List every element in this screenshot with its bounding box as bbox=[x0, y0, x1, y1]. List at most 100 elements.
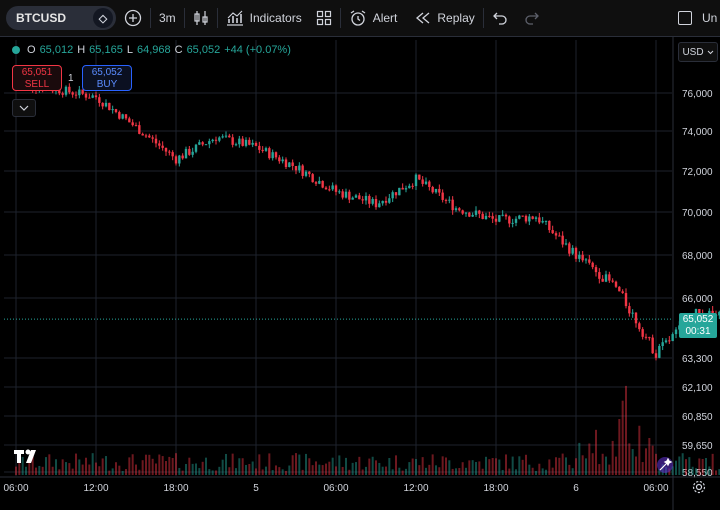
candle-body bbox=[658, 346, 661, 358]
candle-body bbox=[141, 133, 144, 136]
volume-bar bbox=[18, 455, 21, 475]
unlock-button[interactable]: Un bbox=[678, 0, 717, 36]
interval-button[interactable]: 3m bbox=[159, 0, 176, 36]
volume-bar bbox=[551, 467, 554, 475]
candle-body bbox=[121, 114, 124, 119]
undo-button[interactable] bbox=[492, 0, 508, 36]
volume-bar bbox=[421, 457, 424, 475]
volume-bar bbox=[555, 457, 557, 475]
magic-wand-icon[interactable] bbox=[655, 456, 675, 474]
candle-body bbox=[671, 334, 674, 342]
last-price-tag: 65,052 00:31 bbox=[679, 313, 717, 338]
volume-bar bbox=[71, 468, 74, 475]
symbol-search-button[interactable]: BTCUSD ◇ bbox=[6, 6, 116, 30]
candle-body bbox=[151, 137, 154, 139]
candle-body bbox=[571, 247, 574, 254]
volume-bar bbox=[691, 466, 694, 475]
candle-body bbox=[218, 137, 221, 141]
volume-bar bbox=[395, 455, 397, 475]
layouts-button[interactable] bbox=[316, 0, 332, 36]
candle-body bbox=[654, 353, 658, 358]
time-axis-label: 5 bbox=[253, 483, 259, 494]
volume-bar bbox=[648, 438, 651, 475]
candle-body bbox=[618, 286, 621, 292]
compare-button[interactable] bbox=[124, 0, 142, 36]
volume-bar bbox=[675, 460, 677, 475]
candle-body bbox=[61, 93, 64, 95]
currency-select[interactable]: USD bbox=[678, 42, 718, 62]
volume-bar bbox=[518, 456, 521, 475]
alert-button[interactable]: Alert bbox=[349, 0, 397, 36]
replay-button[interactable]: Replay bbox=[415, 0, 475, 36]
candle-body bbox=[608, 274, 611, 281]
low-value: 64,968 bbox=[136, 44, 171, 56]
unlock-label: Un bbox=[702, 11, 718, 25]
volume-bar bbox=[508, 468, 511, 475]
candle-body bbox=[288, 162, 291, 167]
open-label: O bbox=[27, 44, 36, 56]
volume-bar bbox=[221, 459, 224, 475]
candle-body bbox=[518, 215, 521, 219]
candle-body bbox=[528, 216, 531, 222]
collapse-button[interactable] bbox=[12, 99, 36, 117]
volume-bar bbox=[651, 445, 654, 475]
candle-body bbox=[78, 89, 81, 96]
volume-bar bbox=[211, 470, 214, 475]
candle-body bbox=[628, 306, 631, 314]
candle-body bbox=[664, 340, 668, 343]
candle-body bbox=[211, 139, 214, 142]
volume-bar bbox=[398, 467, 401, 475]
time-axis-label: 12:00 bbox=[83, 483, 108, 494]
volume-bar bbox=[165, 461, 167, 475]
volume-bar bbox=[605, 456, 607, 475]
market-open-dot-icon bbox=[12, 46, 20, 54]
open-value: 65,012 bbox=[39, 44, 74, 56]
candle-body bbox=[241, 138, 244, 146]
volume-bar bbox=[198, 468, 201, 475]
price-axis-label: 70,000 bbox=[682, 208, 713, 219]
redo-button[interactable] bbox=[524, 0, 540, 36]
quantity[interactable]: 1 bbox=[68, 73, 74, 84]
gem-icon[interactable]: ◇ bbox=[93, 8, 113, 28]
candle-body bbox=[474, 210, 478, 215]
candle-body bbox=[271, 152, 274, 159]
gear-icon[interactable] bbox=[692, 480, 706, 494]
candle-body bbox=[651, 337, 654, 354]
candle-body bbox=[91, 95, 94, 98]
candle-body bbox=[428, 181, 431, 187]
volume-bar bbox=[465, 467, 467, 475]
candle-body bbox=[641, 329, 644, 337]
candle-body bbox=[454, 208, 458, 211]
candle-body bbox=[231, 137, 234, 145]
volume-bar bbox=[408, 462, 411, 475]
candle-body bbox=[614, 281, 618, 287]
volume-bar bbox=[311, 465, 314, 475]
chart-type-button[interactable] bbox=[193, 0, 209, 36]
candle-body bbox=[304, 171, 308, 176]
price-chart[interactable]: 76,000 74,000 72,000 70,000 68,000 66,000 63,3… bbox=[0, 37, 720, 510]
candle-body bbox=[448, 199, 451, 201]
volume-bar bbox=[671, 466, 674, 475]
volume-bar bbox=[58, 469, 61, 475]
candle-body bbox=[698, 309, 701, 314]
candle-body bbox=[441, 192, 444, 200]
indicators-button[interactable]: Indicators bbox=[226, 0, 302, 36]
volume-bar bbox=[658, 469, 661, 475]
volume-bar bbox=[458, 468, 461, 475]
buy-button[interactable]: 65,052 BUY bbox=[82, 65, 132, 91]
volume-bar bbox=[215, 470, 217, 475]
candle-body bbox=[321, 180, 324, 188]
candle-body bbox=[131, 122, 134, 126]
candle-body bbox=[341, 191, 344, 198]
candle-body bbox=[281, 159, 284, 162]
volume-bar bbox=[625, 385, 627, 475]
candle-body bbox=[668, 340, 671, 342]
volume-bar bbox=[488, 459, 491, 475]
volume-bar bbox=[495, 458, 497, 475]
volume-bar bbox=[435, 465, 437, 475]
volume-bar bbox=[601, 453, 604, 475]
time-axis-label: 18:00 bbox=[483, 483, 508, 494]
candle-body bbox=[278, 157, 281, 162]
sell-button[interactable]: 65,051 SELL bbox=[12, 65, 62, 91]
candle-body bbox=[568, 243, 571, 254]
